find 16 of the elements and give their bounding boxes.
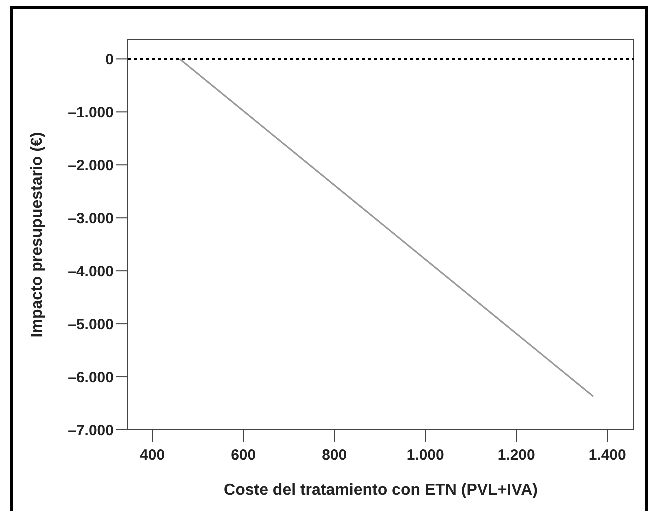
x-tick-label: 600 <box>231 447 256 464</box>
x-tick-label: 400 <box>140 447 166 464</box>
y-tick-label: –2.000 <box>68 157 114 174</box>
x-axis-title: Coste del tratamiento con ETN (PVL+IVA) <box>224 482 538 499</box>
x-tick-label: 1.200 <box>498 447 536 464</box>
x-tick-label: 1.400 <box>588 447 626 464</box>
y-tick-label: –5.000 <box>68 316 114 334</box>
x-tick-label: 1.000 <box>406 447 444 464</box>
y-tick-label: –3.000 <box>68 210 114 228</box>
y-axis-title: Impacto presupuestario (€) <box>29 132 46 338</box>
y-tick-label: –4.000 <box>68 263 114 280</box>
y-tick-label: 0 <box>106 51 114 68</box>
y-tick-label: –1.000 <box>68 104 114 122</box>
y-tick-label: –7.000 <box>68 422 114 440</box>
y-tick-label: –6.000 <box>68 369 114 386</box>
x-tick-label: 800 <box>322 447 348 464</box>
